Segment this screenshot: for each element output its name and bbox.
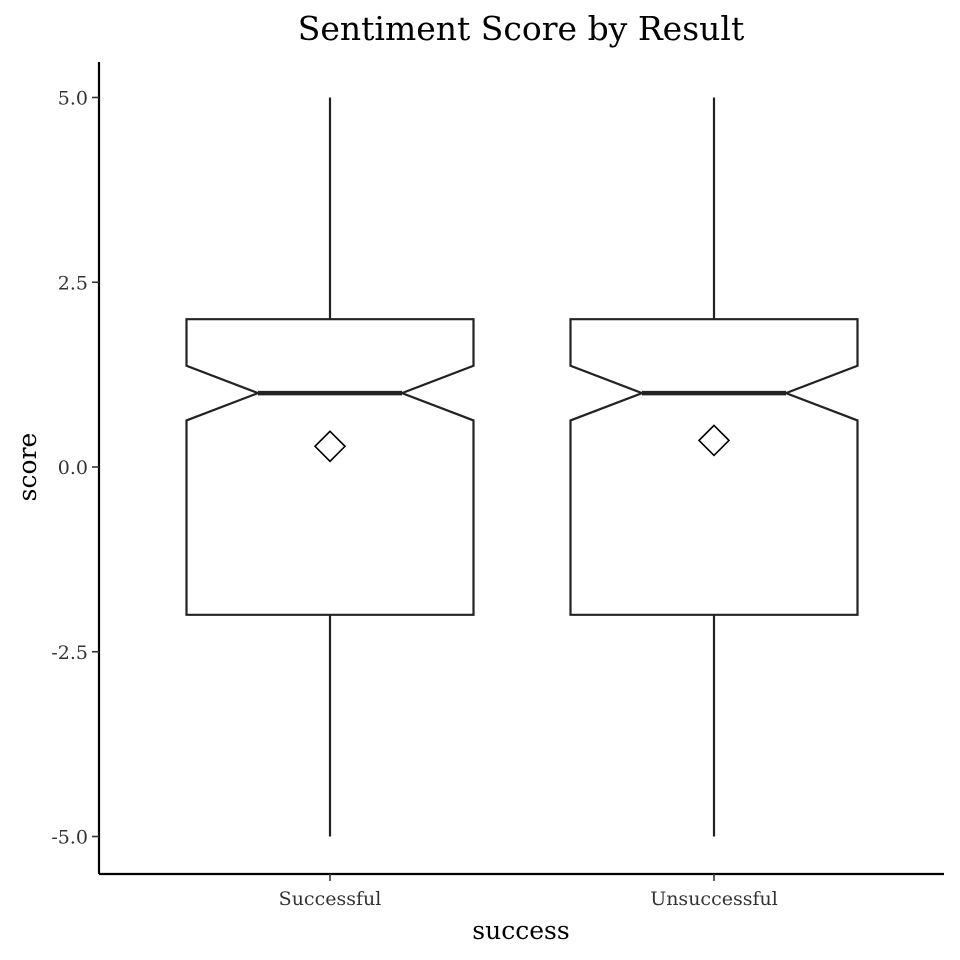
box-successful [185, 97, 475, 837]
chart-title: Sentiment Score by Result [298, 9, 744, 48]
box-body [569, 318, 859, 616]
box-series [185, 97, 859, 837]
y-tick-label: -2.5 [51, 642, 88, 664]
box-body [185, 318, 475, 616]
x-tick-label: Successful [279, 888, 382, 910]
y-tick-label: 0.0 [58, 457, 88, 479]
axes [97, 62, 944, 876]
y-axis-title: score [13, 433, 42, 502]
x-tick-label: Unsuccessful [650, 888, 778, 910]
x-axis-ticks: Successful Unsuccessful [279, 874, 778, 910]
mean-marker [313, 430, 347, 463]
box-unsuccessful [569, 97, 859, 837]
y-axis-ticks: 5.0 2.5 0.0 -2.5 -5.0 [51, 88, 99, 849]
y-tick-label: 2.5 [58, 272, 88, 294]
y-tick-label: 5.0 [58, 88, 88, 110]
mean-marker [697, 424, 731, 457]
x-axis-title: success [472, 916, 569, 945]
y-tick-label: -5.0 [51, 827, 88, 849]
